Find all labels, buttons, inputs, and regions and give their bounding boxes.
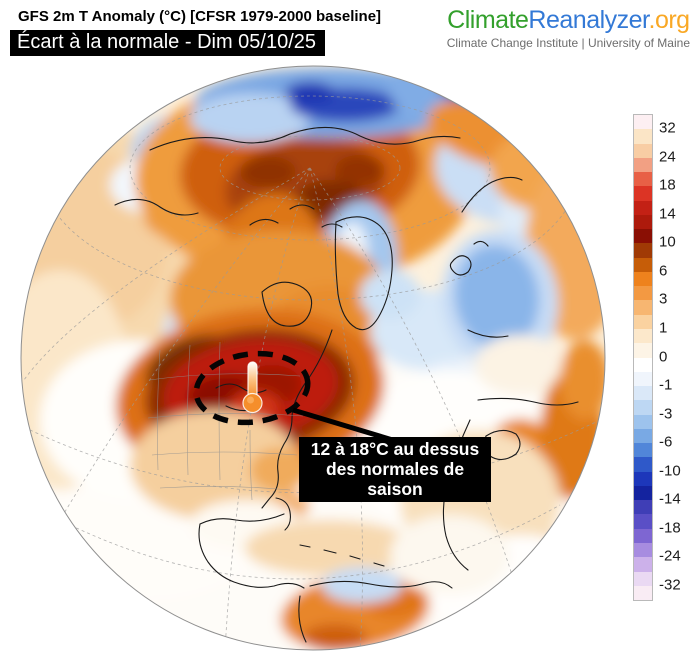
colorbar-segment [634, 571, 652, 586]
colorbar-label: -6 [659, 433, 673, 451]
colorbar-segment [634, 214, 652, 230]
colorbar-segment [634, 557, 652, 572]
colorbar-segment [634, 186, 652, 201]
colorbar-segment [634, 271, 652, 287]
colorbar-segment [634, 414, 652, 429]
colorbar-segment [634, 585, 652, 601]
colorbar-segment [634, 386, 652, 401]
colorbar-segment [634, 243, 652, 258]
colorbar-label: 24 [659, 148, 676, 166]
colorbar-segment [634, 286, 652, 301]
colorbar-label: -3 [659, 405, 673, 423]
colorbar-label: -18 [659, 519, 681, 537]
colorbar-segment [634, 143, 652, 158]
globe-rim [20, 65, 606, 651]
colorbar-segment [634, 157, 652, 173]
logo-wordmark[interactable]: ClimateReanalyzer.org [447, 6, 690, 35]
logo-part-org: .org [648, 6, 691, 34]
colorbar-segment [634, 200, 652, 215]
colorbar-segment [634, 457, 652, 472]
annotation-label: 12 à 18°C au dessus des normales de sais… [299, 437, 491, 502]
annotation-line1: 12 à 18°C au dessus [310, 439, 480, 459]
logo-tagline: Climate Change Institute | University of… [446, 36, 690, 50]
colorbar-labels: 32 24 18 14 10 6 3 1 0 -1 -3 -6 -10 -14 -18 -24 -32 [659, 114, 699, 599]
colorbar-segment [634, 371, 652, 387]
colorbar-label: 18 [659, 176, 676, 194]
colorbar-segment [634, 542, 652, 558]
colorbar-label: -10 [659, 462, 681, 480]
anomaly-highlight-ellipse [193, 350, 311, 426]
colorbar-segment [634, 485, 652, 501]
logo-part-reanalyzer: Reanalyzer [528, 6, 649, 34]
colorbar-segment [634, 129, 652, 144]
callout-line [292, 407, 397, 444]
colorbar-label: -1 [659, 376, 673, 394]
colorbar-label: 0 [659, 348, 668, 365]
colorbar-label: -24 [659, 547, 681, 565]
site-logo[interactable]: ClimateReanalyzer.org Climate Change Ins… [447, 6, 690, 50]
colorbar-segment [634, 300, 652, 315]
page-title: GFS 2m T Anomaly (°C) [CFSR 1979-2000 ba… [18, 8, 382, 25]
colorbar-label: 3 [659, 290, 668, 308]
colorbar-segment [634, 443, 652, 458]
colorbar-label: -14 [659, 490, 681, 508]
colorbar-segment [634, 500, 652, 515]
colorbar-label: 32 [659, 119, 676, 137]
date-badge: Écart à la normale - Dim 05/10/25 [10, 30, 326, 56]
colorbar-segment [634, 357, 652, 372]
coastlines [114, 126, 579, 643]
colorbar-segment [634, 428, 652, 444]
colorbar-segment [634, 514, 652, 529]
colorbar-label: 10 [659, 233, 676, 251]
colorbar-label: 1 [659, 319, 668, 337]
logo-part-climate: Climate [447, 6, 529, 34]
state-borders [147, 341, 304, 501]
colorbar-label: -32 [659, 576, 681, 594]
annotation-line2: des normales de saison [325, 459, 465, 499]
colorbar-label: 14 [659, 205, 676, 223]
colorbar-swatches [633, 114, 653, 601]
colorbar-segment [634, 314, 652, 329]
colorbar-segment [634, 528, 652, 543]
colorbar-label: 6 [659, 262, 668, 280]
colorbar-segment [634, 115, 652, 130]
colorbar-segment [634, 471, 652, 486]
colorbar-segment [634, 328, 652, 344]
colorbar-segment [634, 257, 652, 272]
colorbar-segment [634, 400, 652, 415]
colorbar-segment [634, 343, 652, 358]
colorbar-segment [634, 172, 652, 187]
thermometer-icon [242, 361, 263, 414]
colorbar-segment [634, 229, 652, 244]
